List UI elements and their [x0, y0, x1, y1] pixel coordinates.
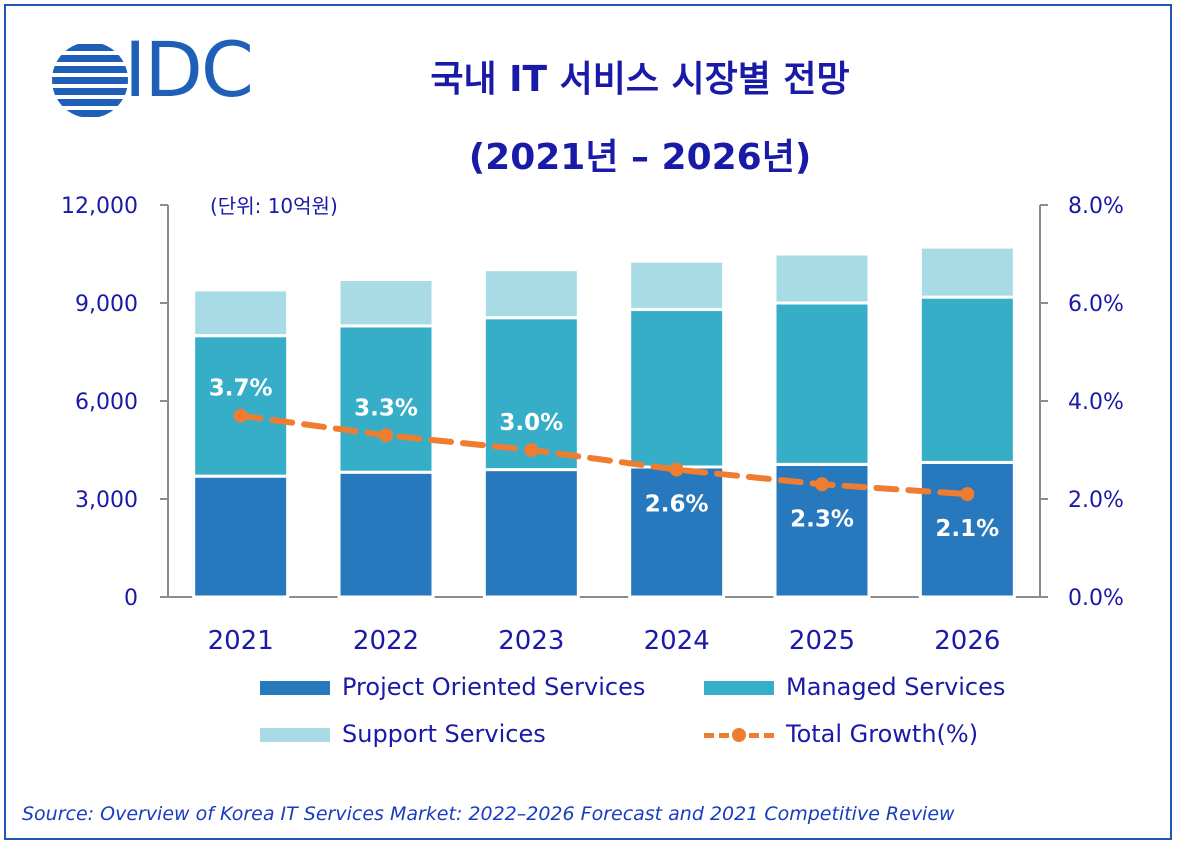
- bar-support: [628, 259, 726, 312]
- bar-project: [482, 468, 580, 599]
- y-right-tick-label: 4.0%: [1068, 390, 1124, 415]
- idc-logo: [50, 40, 290, 120]
- legend-swatch-project: [260, 681, 330, 695]
- chart-title: 국내 IT 서비스 시장별 전망: [430, 59, 850, 100]
- legend-label-support: Support Services: [342, 720, 546, 748]
- y-right-tick-label: 0.0%: [1068, 586, 1124, 611]
- legend-item-project: Project Oriented Services: [260, 673, 645, 701]
- y-right-tick-label: 2.0%: [1068, 488, 1124, 513]
- bar-support: [337, 277, 435, 328]
- legend-item-growth: Total Growth(%): [704, 720, 978, 748]
- bar-project: [918, 460, 1016, 599]
- growth-line: [237, 412, 971, 498]
- legend-swatch-managed: [704, 681, 774, 695]
- globe-icon: [52, 44, 128, 117]
- growth-point: [815, 477, 829, 492]
- legend-swatch-support: [260, 728, 330, 742]
- x-tick-label: 2023: [498, 626, 564, 656]
- bar-support: [918, 245, 1016, 299]
- legend-item-managed: Managed Services: [704, 673, 1005, 701]
- legend-label-managed: Managed Services: [786, 673, 1006, 701]
- y-left-tick-label: 0: [124, 586, 138, 611]
- growth-point: [960, 487, 975, 502]
- legend-label-project: Project Oriented Services: [342, 673, 646, 701]
- y-right-tick-label: 8.0%: [1068, 194, 1124, 219]
- growth-label: 2.3%: [790, 506, 854, 532]
- x-tick-label: 2022: [353, 626, 419, 656]
- y-left-tick-label: 3,000: [75, 488, 138, 513]
- bar-project: [192, 474, 290, 599]
- y-left-tick-label: 12,000: [61, 194, 138, 219]
- growth-label: 2.6%: [645, 492, 709, 518]
- growth-label: 3.7%: [209, 376, 273, 402]
- legend-item-support: Support Services: [260, 720, 546, 748]
- bar-managed: [773, 301, 871, 466]
- bar-managed: [628, 308, 726, 469]
- x-tick-label: 2024: [644, 626, 710, 656]
- x-tick-label: 2026: [934, 626, 1000, 656]
- x-tick-label: 2021: [208, 626, 274, 656]
- unit-label: (단위: 10억원): [210, 194, 338, 218]
- chart-frame: [4, 4, 1172, 840]
- y-left-tick-label: 9,000: [75, 292, 138, 317]
- x-tick-label: 2025: [789, 626, 855, 656]
- legend-label-growth: Total Growth(%): [786, 720, 979, 748]
- growth-label: 2.1%: [935, 516, 999, 542]
- bar-managed: [337, 324, 435, 474]
- bar-support: [482, 268, 580, 320]
- bar-managed: [918, 295, 1016, 464]
- bar-support: [773, 252, 871, 305]
- bar-support: [192, 288, 290, 338]
- y-right-tick-label: 6.0%: [1068, 292, 1124, 317]
- growth-label: 3.3%: [354, 395, 418, 421]
- chart-subtitle: (2021년 – 2026년): [468, 137, 812, 178]
- growth-label: 3.0%: [499, 410, 563, 436]
- source-note: Source: Overview of Korea IT Services Ma…: [22, 803, 955, 825]
- bar-project: [628, 465, 726, 599]
- growth-point: [524, 443, 539, 457]
- bar-project: [337, 470, 435, 599]
- legend-swatch-growth: [704, 725, 774, 745]
- growth-point: [233, 408, 248, 423]
- y-left-tick-label: 6,000: [75, 390, 138, 415]
- growth-point: [379, 428, 393, 443]
- growth-point: [669, 462, 684, 477]
- bar-managed: [192, 334, 290, 478]
- logo-text: IDC: [124, 25, 254, 114]
